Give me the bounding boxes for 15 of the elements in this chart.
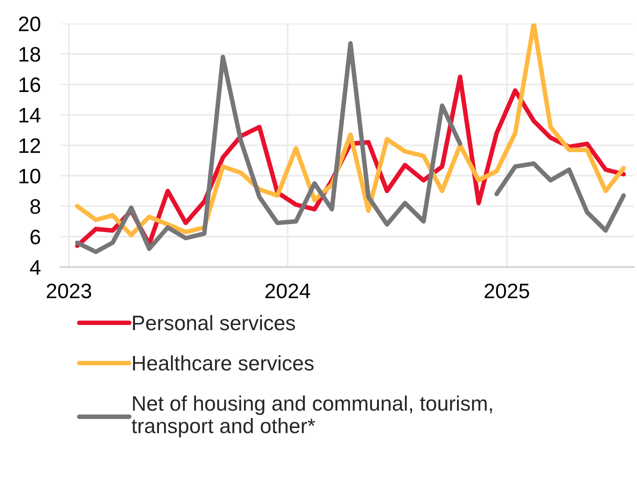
y-tick-label: 12 bbox=[19, 138, 40, 153]
y-tick-label: 6 bbox=[30, 230, 40, 244]
legend-label: Healthcare services bbox=[133, 355, 314, 371]
x-tick-label: 2025 bbox=[484, 284, 530, 298]
legend-label: Net of housing and communal, tourism, transport and other* bbox=[132, 396, 492, 438]
y-tick-label: 8 bbox=[30, 199, 40, 214]
y-tick-label: 4 bbox=[30, 260, 40, 275]
legend-label: Personal services bbox=[133, 315, 296, 330]
y-tick-label: 14 bbox=[19, 108, 40, 122]
y-tick-label: 10 bbox=[19, 168, 40, 184]
y-tick-label: 16 bbox=[19, 77, 40, 92]
y-tick-label: 18 bbox=[19, 46, 40, 62]
x-tick-label: 2024 bbox=[265, 284, 310, 298]
y-tick-label: 20 bbox=[18, 16, 40, 32]
x-tick-label: 2023 bbox=[46, 284, 92, 298]
